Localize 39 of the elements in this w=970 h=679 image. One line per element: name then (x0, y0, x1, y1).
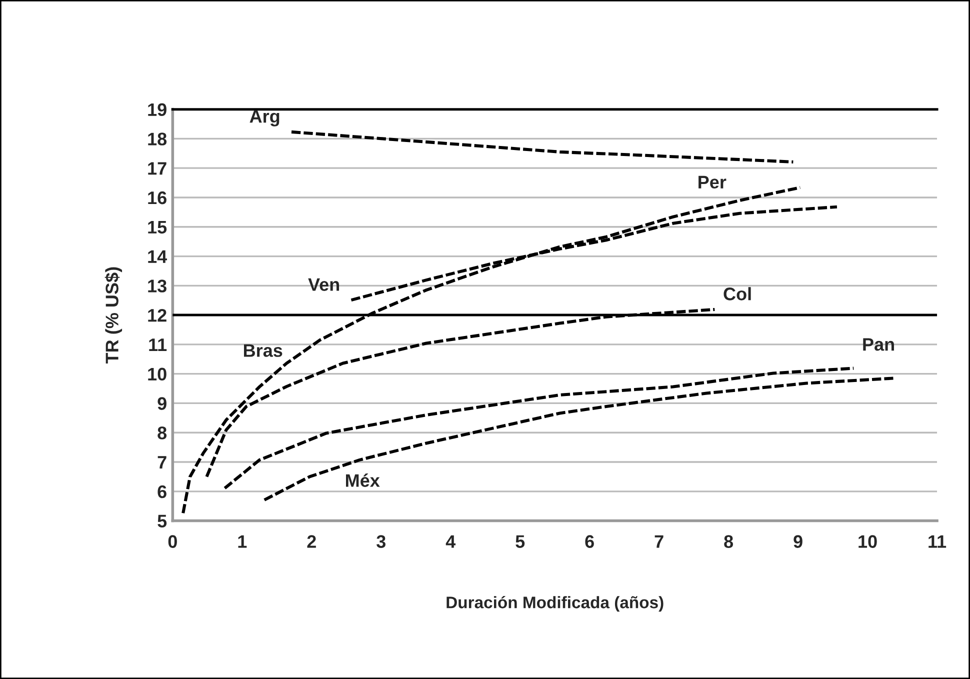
x-tick-label: 6 (585, 535, 594, 548)
y-tick-label: 17 (148, 162, 166, 175)
y-tick-label: 12 (148, 308, 166, 322)
series-label: Méx (346, 474, 380, 487)
y-tick-label: 15 (148, 221, 167, 234)
y-tick-label: 19 (148, 103, 166, 116)
x-tick-label: 11 (928, 535, 946, 548)
x-tick-label: 0 (168, 535, 177, 548)
y-tick-label: 11 (149, 338, 167, 351)
y-tick-label: 6 (158, 485, 166, 498)
series-label: Arg (250, 110, 280, 126)
x-tick-label: 1 (238, 535, 247, 548)
line-series (262, 376, 895, 502)
y-axis-title: TR (% US$) (104, 267, 122, 364)
x-tick-label: 5 (516, 535, 525, 548)
x-tick-label: 3 (376, 535, 386, 548)
y-tick-label: 13 (148, 280, 166, 292)
y-tick-label: 10 (148, 368, 166, 381)
y-tick-label: 7 (158, 456, 166, 469)
x-tick-label: 4 (446, 535, 456, 548)
y-tick-label: 14 (148, 250, 168, 263)
series-label: Pan (863, 338, 894, 351)
series-label: Col (724, 287, 751, 300)
x-axis-title: Duración Modificada (años) (446, 596, 664, 612)
series-label: Ven (308, 278, 340, 291)
y-tick-label: 9 (158, 397, 166, 410)
annotation: Bras (244, 344, 282, 357)
y-tick-label: 5 (158, 514, 167, 528)
series-label: Per (698, 176, 726, 189)
x-tick-label: 2 (307, 535, 316, 548)
x-tick-label: 10 (858, 535, 877, 548)
x-tick-label: 7 (654, 535, 664, 548)
y-tick-label: 8 (158, 426, 167, 440)
line-series (223, 366, 856, 490)
y-tick-label: 18 (148, 132, 167, 146)
x-tick-label: 8 (724, 535, 734, 548)
y-tick-label: 16 (148, 191, 166, 204)
x-tick-label: 9 (794, 535, 802, 548)
line-series (290, 130, 795, 164)
